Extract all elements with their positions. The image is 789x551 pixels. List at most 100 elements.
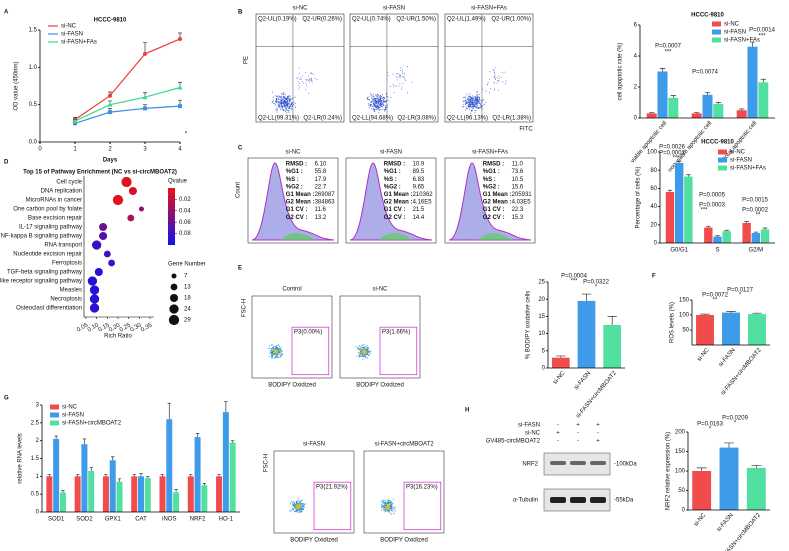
event-dot	[470, 109, 472, 111]
event-dot	[500, 76, 502, 78]
error-bar	[751, 465, 762, 468]
event-dot	[290, 510, 292, 512]
x-tick-label: 0.20	[108, 322, 122, 333]
bar	[131, 476, 138, 512]
event-dot	[294, 507, 296, 509]
event-dot	[468, 104, 470, 106]
event-dot	[296, 502, 298, 504]
bubble	[108, 259, 116, 267]
legend-swatch	[50, 404, 59, 410]
event-dot	[475, 102, 477, 104]
y-axis-label: relative RNA levels	[18, 433, 24, 483]
event-dot	[286, 98, 288, 100]
event-dot	[286, 112, 288, 114]
annotation: *	[595, 285, 598, 291]
event-dot	[382, 505, 384, 507]
stat-label: G1 CV :	[286, 207, 308, 213]
event-dot	[375, 99, 377, 101]
legend-label: si-NC	[62, 405, 78, 411]
event-dot	[368, 103, 370, 105]
event-dot	[392, 73, 394, 75]
bubble	[94, 267, 103, 277]
error-bar	[762, 227, 768, 230]
event-dot	[389, 508, 391, 510]
point	[142, 94, 148, 100]
event-dot	[301, 507, 303, 509]
event-dot	[498, 89, 500, 91]
event-dot	[373, 103, 375, 105]
event-dot	[464, 109, 466, 111]
event-dot	[359, 356, 361, 358]
event-dot	[281, 93, 283, 95]
event-dot	[396, 73, 398, 75]
event-dot	[299, 504, 301, 506]
event-dot	[293, 505, 295, 507]
event-dot	[269, 350, 271, 352]
legend-label: si-FASN+circMBOAT2	[62, 421, 122, 427]
annotation: P=0.0127	[727, 288, 754, 294]
event-dot	[291, 507, 293, 509]
event-dot	[384, 108, 386, 110]
event-dot	[385, 100, 387, 102]
event-dot	[271, 101, 273, 103]
legend-label: si-FASN	[62, 413, 84, 419]
event-dot	[275, 348, 277, 350]
event-dot	[279, 103, 281, 105]
event-dot	[295, 500, 297, 502]
blot-band	[590, 497, 606, 503]
event-dot	[463, 101, 465, 103]
gate	[379, 326, 418, 376]
legend-swatch	[712, 37, 721, 43]
event-dot	[283, 99, 285, 101]
event-dot	[289, 103, 291, 105]
event-dot	[274, 103, 276, 105]
event-dot	[377, 108, 379, 110]
event-dot	[289, 108, 291, 110]
y-tick-label: 0.0	[29, 140, 38, 146]
event-dot	[372, 99, 374, 101]
event-dot	[365, 349, 367, 351]
event-dot	[362, 348, 364, 350]
bar	[684, 176, 693, 243]
bar	[719, 447, 739, 510]
event-dot	[294, 506, 296, 508]
event-dot	[474, 109, 476, 111]
event-dot	[385, 92, 387, 94]
event-dot	[310, 72, 312, 74]
event-dot	[374, 100, 376, 102]
series-line	[74, 105, 181, 124]
event-dot	[300, 507, 302, 509]
event-dot	[387, 510, 389, 512]
event-dot	[376, 102, 378, 104]
event-dot	[390, 86, 392, 88]
event-dot	[477, 107, 479, 109]
event-dot	[388, 503, 390, 505]
event-dot	[377, 102, 379, 104]
event-dot	[378, 101, 380, 103]
event-dot	[402, 82, 404, 84]
event-dot	[373, 109, 375, 111]
event-dot	[368, 106, 370, 108]
quadrant-label: Q2-LL(94.68%)	[352, 116, 393, 122]
size-legend-label: 29	[184, 318, 191, 324]
event-dot	[388, 100, 390, 102]
event-dot	[277, 351, 279, 353]
event-dot	[270, 348, 272, 350]
stat-label: G1 Mean :	[483, 192, 512, 198]
event-dot	[299, 501, 301, 503]
event-dot	[298, 511, 300, 513]
event-dot	[483, 99, 485, 101]
event-dot	[311, 72, 313, 74]
event-dot	[305, 89, 307, 91]
event-dot	[387, 502, 389, 504]
annotation: *	[734, 421, 737, 427]
event-dot	[396, 85, 398, 87]
quadrant-label: Q2-LL(99.31%)	[258, 116, 299, 122]
event-dot	[385, 104, 387, 106]
event-dot	[363, 346, 365, 348]
event-dot	[278, 352, 280, 354]
event-dot	[286, 108, 288, 110]
event-dot	[276, 344, 278, 346]
stat-value: 14.4	[413, 215, 425, 221]
